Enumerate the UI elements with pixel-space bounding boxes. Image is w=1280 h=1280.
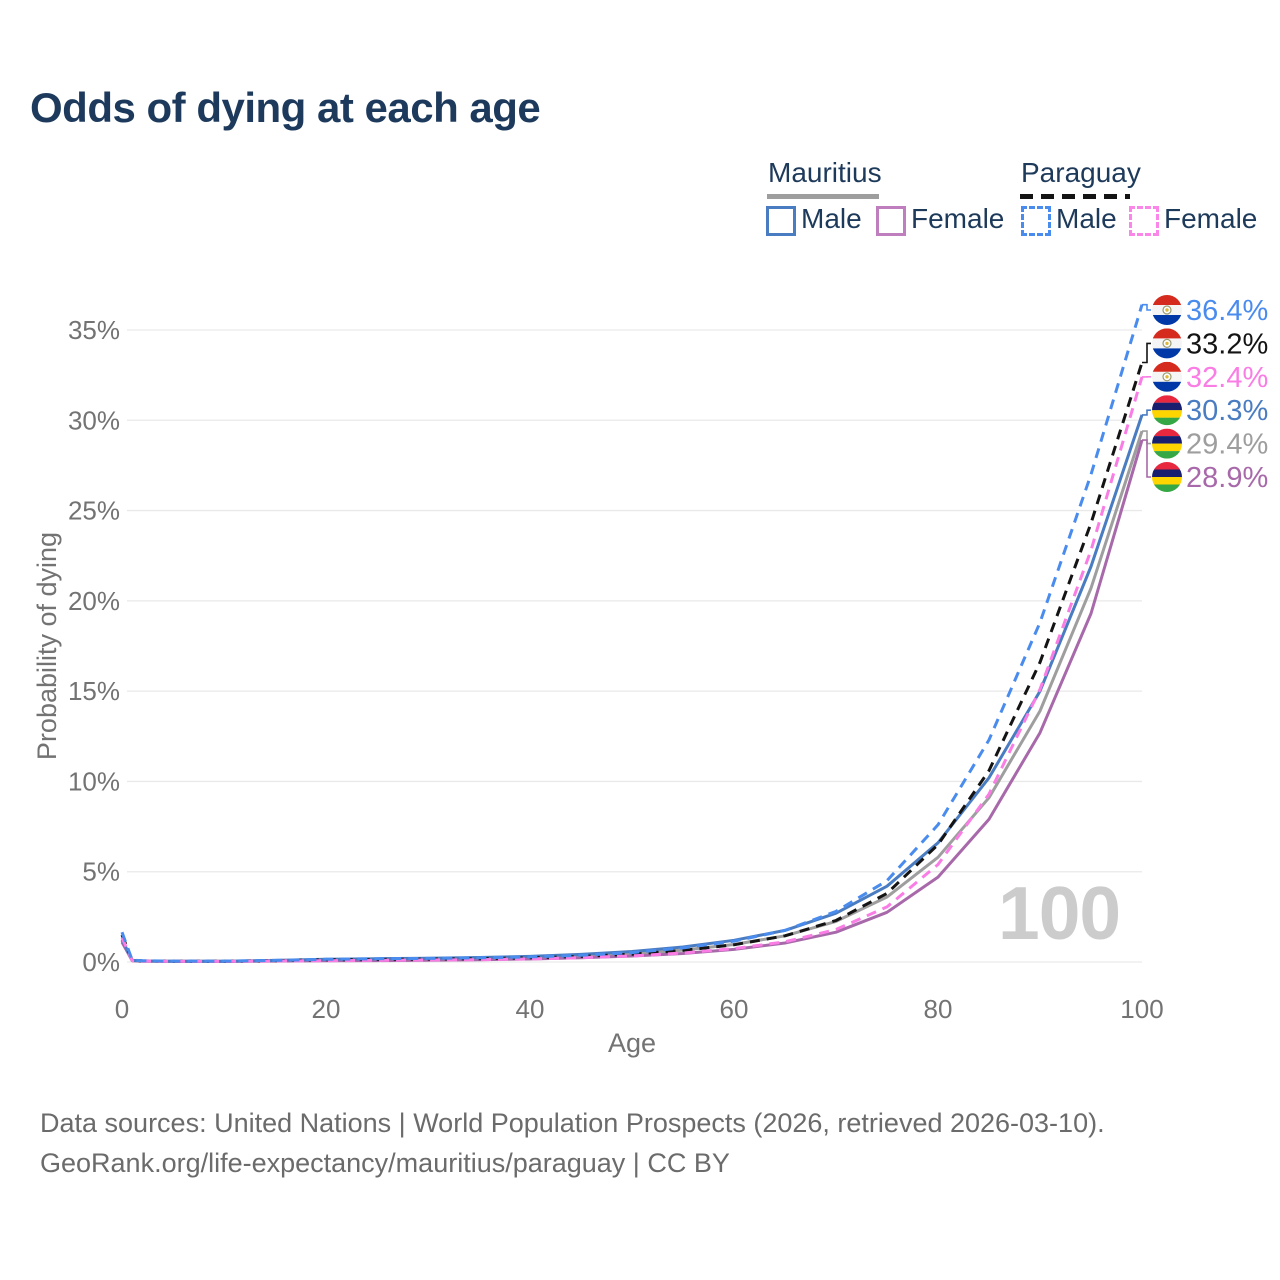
end-label-value-mauritius-male: 30.3% xyxy=(1186,395,1268,427)
mauritius-solid-line-swatch xyxy=(767,194,879,199)
age-watermark: 100 xyxy=(998,871,1121,955)
legend-swatch-paraguay-male[interactable] xyxy=(1021,206,1051,236)
legend-label-paraguay-female[interactable]: Female xyxy=(1164,203,1258,234)
end-label-connector xyxy=(1142,430,1151,445)
legend-swatch-mauritius-female[interactable] xyxy=(876,206,906,236)
legend-swatch-paraguay-female[interactable] xyxy=(1129,206,1159,236)
y-tick-label: 5% xyxy=(82,857,120,887)
x-axis-title: Age xyxy=(608,1028,656,1058)
paraguay-flag-icon xyxy=(1152,328,1182,359)
y-axis-title: Probability of dying xyxy=(32,532,62,760)
y-tick-label: 10% xyxy=(68,766,120,796)
end-label-value-paraguay-female: 32.4% xyxy=(1186,362,1268,394)
y-tick-label: 15% xyxy=(68,676,120,706)
legend-label-mauritius-female[interactable]: Female xyxy=(911,203,1005,234)
end-label-value-paraguay-total: 33.2% xyxy=(1186,328,1268,360)
legend-label-mauritius-male[interactable]: Male xyxy=(801,203,862,234)
x-tick-label: 0 xyxy=(115,994,129,1024)
footer-data-sources: Data sources: United Nations | World Pop… xyxy=(40,1108,1105,1138)
series-line-mauritius-female xyxy=(120,439,1144,963)
legend-label-paraguay-male[interactable]: Male xyxy=(1056,203,1117,234)
y-tick-label: 35% xyxy=(68,315,120,345)
paraguay-flag-icon xyxy=(1152,295,1182,325)
series-line-paraguay-female xyxy=(120,376,1144,963)
end-label-connector xyxy=(1142,342,1151,364)
legend-group-paraguay: Paraguay xyxy=(1021,157,1141,188)
paraguay-flag-icon xyxy=(1152,361,1182,392)
legend-swatch-mauritius-male[interactable] xyxy=(766,206,796,236)
end-label-connector xyxy=(1142,409,1151,416)
end-label-value-paraguay-male: 36.4% xyxy=(1186,295,1268,327)
paraguay-dashed-line-swatch xyxy=(1020,194,1130,199)
x-tick-label: 40 xyxy=(516,994,545,1024)
x-tick-label: 80 xyxy=(924,994,953,1024)
x-tick-label: 100 xyxy=(1120,994,1163,1024)
y-tick-label: 25% xyxy=(68,496,120,526)
series-line-paraguay-male xyxy=(120,304,1144,963)
x-tick-label: 20 xyxy=(312,994,341,1024)
end-label-connector xyxy=(1142,439,1151,478)
legend-group-mauritius: Mauritius xyxy=(768,157,882,188)
y-tick-label: 30% xyxy=(68,405,120,435)
mauritius-flag-icon xyxy=(1152,462,1182,492)
series-line-mauritius-male xyxy=(120,414,1144,963)
end-label-value-mauritius-female: 28.9% xyxy=(1186,462,1268,494)
end-label-value-mauritius-total: 29.4% xyxy=(1186,429,1268,461)
end-label-connector xyxy=(1142,303,1151,311)
y-tick-label: 20% xyxy=(68,586,120,616)
y-tick-label: 0% xyxy=(82,947,120,977)
mauritius-flag-icon xyxy=(1152,428,1182,459)
footer-attribution: GeoRank.org/life-expectancy/mauritius/pa… xyxy=(40,1148,730,1178)
page-title: Odds of dying at each age xyxy=(30,84,541,131)
mauritius-flag-icon xyxy=(1152,395,1182,426)
x-tick-label: 60 xyxy=(720,994,749,1024)
